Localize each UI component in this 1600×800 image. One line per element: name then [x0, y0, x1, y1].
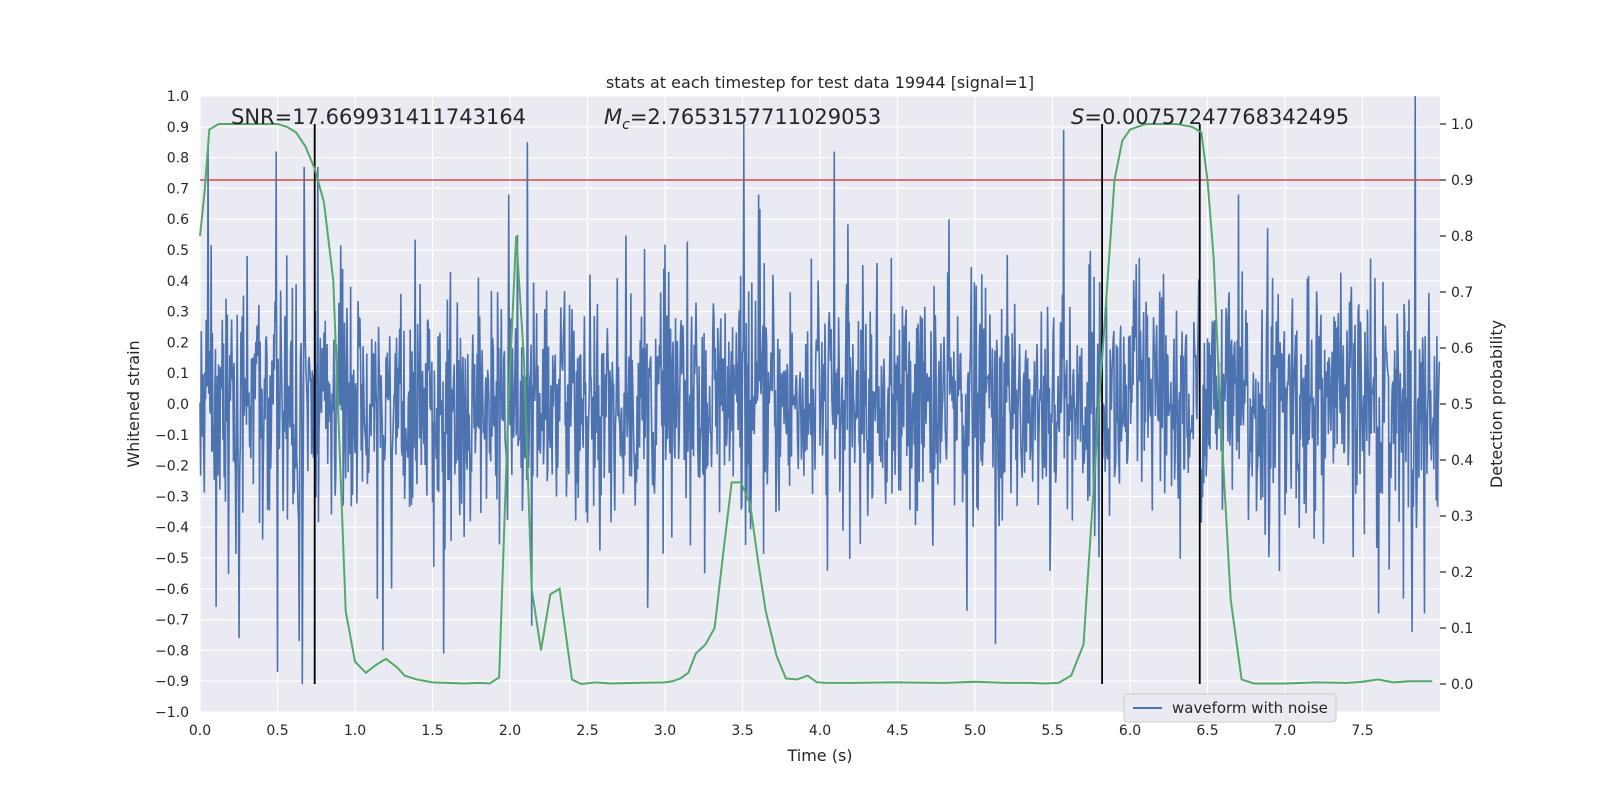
probability-series	[199, 123, 1433, 686]
y-right-axis-label: Detection probability	[1487, 320, 1506, 488]
y-left-tick-label: −1.0	[155, 705, 189, 721]
y-right-tick-label: 0.9	[1451, 173, 1473, 189]
x-tick-label: 5.0	[964, 723, 986, 739]
y-left-tick-label: 0.6	[167, 212, 189, 228]
y-left-tick-label: 0.3	[167, 305, 189, 321]
s-value: =0.007572477683424​95	[1084, 105, 1349, 129]
y-left-tick-label: 1.0	[167, 89, 189, 105]
legend-label-waveform: waveform with noise	[1172, 699, 1328, 717]
x-tick-label: 4.0	[809, 723, 831, 739]
legend-box	[1123, 693, 1337, 723]
y-left-tick-label: −0.3	[155, 489, 189, 505]
y-left-tick-label: 0.1	[167, 366, 189, 382]
y-right-tick-label: 1.0	[1451, 117, 1473, 133]
legend: waveform with noise	[1123, 693, 1337, 723]
x-tick-label: 4.5	[886, 723, 908, 739]
y-right-tick-label: 0.8	[1451, 229, 1473, 245]
y-right-tick-label: 0.5	[1451, 397, 1473, 413]
y-left-tick-label: −0.5	[155, 551, 189, 567]
y-left-tick-label: −0.7	[155, 613, 189, 629]
y-right-tick-label: 0.2	[1451, 565, 1473, 581]
s-annotation: S=0.007572477683424​95	[1071, 105, 1349, 129]
y-left-tick-label: 0.8	[167, 151, 189, 167]
x-tick-label: 6.0	[1119, 723, 1141, 739]
chirp-mass-value: =2.7653157711029053	[630, 105, 881, 129]
x-tick-label: 6.5	[1196, 723, 1218, 739]
x-tick-label: 2.5	[576, 723, 598, 739]
x-tick-label: 1.5	[421, 723, 443, 739]
x-axis-label: Time (s)	[786, 746, 852, 765]
y-right-tick-label: 0.6	[1451, 341, 1473, 357]
y-left-tick-label: −0.9	[155, 674, 189, 690]
chart-title: stats at each timestep for test data 199…	[606, 73, 1034, 92]
marker-lines	[313, 124, 1201, 684]
x-tick-label: 0.0	[189, 723, 211, 739]
y-left-tick-label: 0.7	[167, 181, 189, 197]
y-left-tick-label: 0.5	[167, 243, 189, 259]
y-right-ticks: 0.0 0.1 0.2 0.3 0.4 0.5 0.6 0.7 0.8 0.9 1.0	[1440, 117, 1473, 693]
y-left-tick-label: 0.4	[167, 274, 189, 290]
chirp-mass-symbol: M	[604, 105, 622, 129]
y-left-axis-label: Whitened strain	[124, 340, 143, 467]
x-tick-label: 0.5	[266, 723, 288, 739]
x-ticks: 0.0 0.5 1.0 1.5 2.0 2.5 3.0 3.5 4.0 4.5 5.0 5.5 6.0 6…	[189, 723, 1374, 739]
x-tick-label: 7.5	[1351, 723, 1373, 739]
y-left-tick-label: −0.2	[155, 459, 189, 475]
snr-annotation: SNR=17.669931411743164	[231, 105, 526, 129]
y-left-ticks: −1.0 −0.9 −0.8 −0.7 −0.6 −0.5 −0.4 −0.3 −0.2 −0.1…	[155, 89, 189, 721]
s-symbol: S	[1071, 105, 1084, 129]
waveform-series	[199, 95, 1441, 685]
x-tick-label: 1.0	[344, 723, 366, 739]
x-tick-label: 3.5	[731, 723, 753, 739]
x-tick-label: 5.5	[1041, 723, 1063, 739]
y-left-tick-label: 0.2	[167, 335, 189, 351]
probability-line	[199, 123, 1433, 686]
y-right-tick-label: 0.3	[1451, 509, 1473, 525]
waveform-line	[199, 95, 1441, 685]
y-left-tick-label: 0.9	[167, 120, 189, 136]
y-right-tick-label: 0.4	[1451, 453, 1473, 469]
y-left-tick-label: 0.0	[167, 397, 189, 413]
y-right-tick-label: 0.0	[1451, 677, 1473, 693]
x-tick-label: 2.0	[499, 723, 521, 739]
y-right-tick-label: 0.7	[1451, 285, 1473, 301]
x-tick-label: 7.0	[1274, 723, 1296, 739]
y-right-tick-label: 0.1	[1451, 621, 1473, 637]
x-tick-label: 3.0	[654, 723, 676, 739]
y-left-tick-label: −0.4	[155, 520, 189, 536]
chirp-mass-subscript: c	[622, 117, 630, 133]
y-left-tick-label: −0.6	[155, 582, 189, 598]
y-left-tick-label: −0.8	[155, 643, 189, 659]
chirp-mass-annotation: Mc=2.7653157711029053	[604, 105, 881, 133]
y-left-tick-label: −0.1	[155, 428, 189, 444]
